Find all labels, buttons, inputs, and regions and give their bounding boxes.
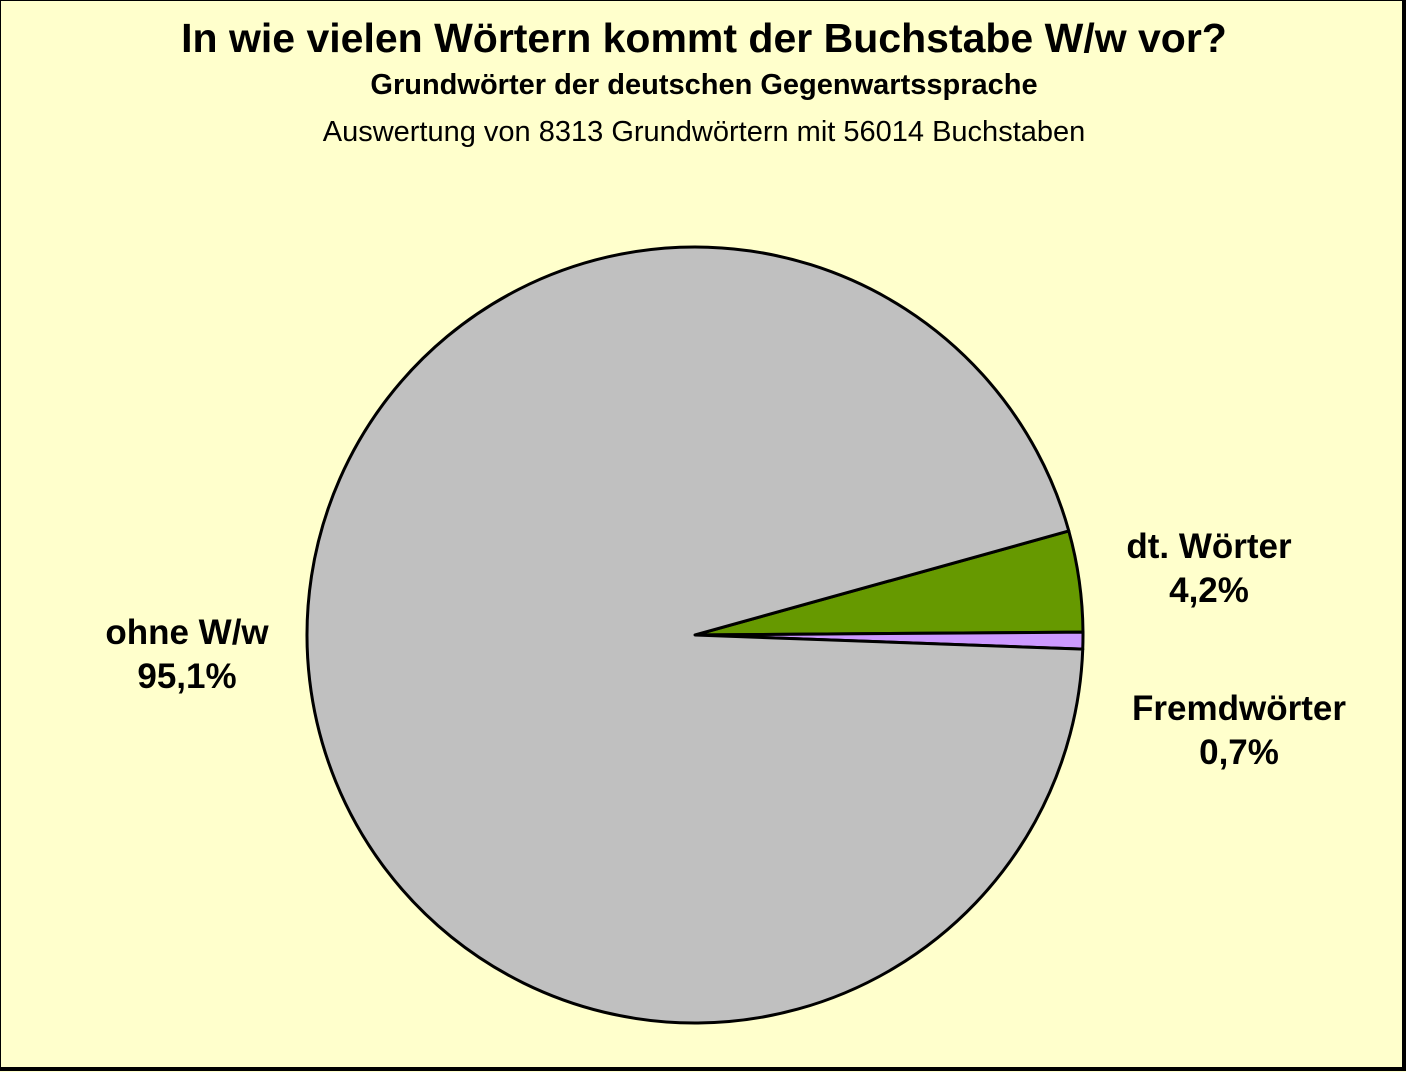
- slice-label-value: 4,2%: [1169, 571, 1249, 610]
- pie-slice-ohne-w-w: [305, 245, 1085, 1025]
- chart-subtitle: Grundwörter der deutschen Gegenwartsspra…: [370, 69, 1038, 101]
- slice-label-ohne-ww: ohne W/w 95,1%: [89, 611, 285, 699]
- chart-title: In wie vielen Wörtern kommt der Buchstab…: [181, 15, 1227, 61]
- slice-label-name: ohne W/w: [105, 613, 269, 652]
- slice-label-value: 0,7%: [1199, 733, 1279, 772]
- slice-label-name: Fremdwörter: [1132, 689, 1346, 728]
- slice-label-dt-woerter: dt. Wörter 4,2%: [1119, 525, 1299, 613]
- slice-label-fremdwoerter: Fremdwörter 0,7%: [1111, 687, 1367, 775]
- chart-caption: Auswertung von 8313 Grundwörtern mit 560…: [322, 116, 1086, 148]
- slice-label-name: dt. Wörter: [1126, 527, 1292, 566]
- slice-label-value: 95,1%: [137, 657, 237, 696]
